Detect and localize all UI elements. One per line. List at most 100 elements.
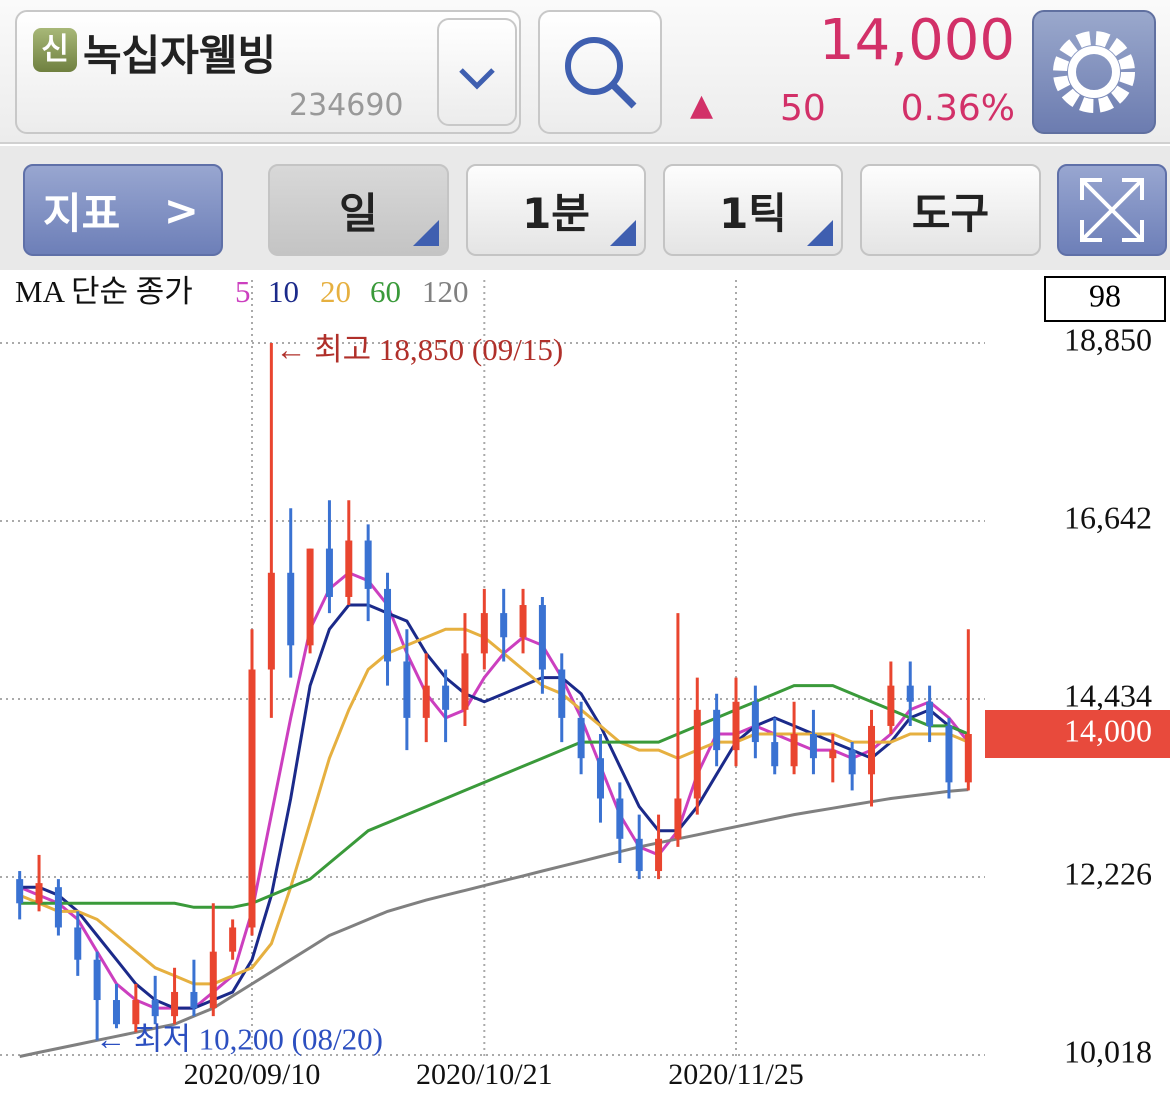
expand-button[interactable]	[1057, 164, 1167, 256]
corner-triangle	[610, 220, 636, 246]
candle-body	[190, 991, 198, 1009]
y-tick-label: 14,434	[1064, 677, 1152, 713]
search-button[interactable]	[538, 10, 662, 134]
candle-body	[655, 838, 663, 872]
y-tick-label: 10,018	[1064, 1033, 1152, 1069]
legend-item: 5	[235, 274, 251, 309]
change-arrow: ▲	[690, 88, 714, 123]
stock-selector[interactable]: 신 녹십자웰빙 234690	[15, 10, 521, 134]
indicator-button[interactable]: 지표 >	[23, 164, 223, 256]
tools-button[interactable]: 도구	[860, 164, 1041, 256]
candle-body	[848, 750, 856, 775]
candle-body	[442, 685, 450, 710]
candle-body	[713, 709, 721, 751]
candle-body	[732, 701, 740, 751]
toolbar: 지표 > 일 1분 1틱 도구	[0, 146, 1170, 270]
candle-body	[461, 653, 469, 710]
candle-body	[596, 758, 604, 799]
x-tick-label: 2020/09/10	[184, 1058, 321, 1091]
candle-body	[771, 742, 779, 767]
stock-name: 녹십자웰빙	[83, 31, 277, 80]
candle-body	[635, 838, 643, 872]
candle-body	[751, 701, 759, 743]
legend-title: MA 단순 종가	[15, 274, 193, 309]
corner-triangle	[807, 220, 833, 246]
candle-body	[616, 798, 624, 839]
dropdown-button[interactable]	[437, 18, 517, 126]
legend-item: 120	[422, 274, 469, 309]
candle-body	[16, 879, 24, 904]
candle-body	[112, 1000, 120, 1025]
legend-item: 10	[268, 274, 299, 309]
candle-body	[54, 887, 62, 928]
candle-body	[809, 734, 817, 759]
candle-body	[171, 991, 179, 1017]
legend-item: 60	[370, 274, 401, 309]
change: 50	[780, 88, 826, 129]
low-annotation: ← 최저 10,200 (08/20)	[95, 1021, 383, 1056]
candle-body	[926, 701, 934, 726]
price: 14,000	[819, 8, 1015, 73]
change-percent: 0.36%	[900, 88, 1015, 129]
candle-body	[248, 669, 256, 928]
minute-button[interactable]: 1분	[466, 164, 646, 256]
expand-icon	[1080, 178, 1144, 242]
tools-label: 도구	[911, 188, 990, 238]
candle-body	[480, 613, 488, 654]
period-label: 일	[339, 188, 378, 238]
candle-body	[287, 572, 295, 646]
legend-item: 20	[320, 274, 351, 309]
y-tick-label: 18,850	[1064, 321, 1152, 357]
indicator-label: 지표	[43, 188, 121, 238]
badge-box	[1044, 276, 1166, 322]
candle-body	[868, 725, 876, 775]
badge: 98	[1089, 277, 1121, 313]
candle-body	[151, 1000, 159, 1017]
candle-body	[964, 734, 972, 783]
chart: 98 MA 단순 종가 10,018 12,226 14,434 16,642 18,8…	[0, 274, 1170, 1091]
price-tag-label: 14,000	[1064, 712, 1152, 748]
tick-button[interactable]: 1틱	[663, 164, 843, 256]
candle-body	[93, 959, 101, 1001]
y-tick-label: 12,226	[1064, 855, 1152, 891]
candle-body	[693, 709, 701, 799]
period-button[interactable]: 일	[268, 164, 449, 256]
gear-icon	[1053, 31, 1135, 113]
candle-body	[577, 717, 585, 759]
candle-body	[674, 798, 682, 839]
candle-body	[790, 734, 798, 767]
chevron: >	[163, 185, 199, 235]
header: 신 녹십자웰빙 234690 14,000 ▲ 50 0.36%	[0, 0, 1170, 144]
badge: 신	[33, 28, 77, 72]
candle-body	[209, 951, 217, 1009]
settings-button[interactable]	[1032, 10, 1156, 134]
ma-line	[19, 788, 969, 1058]
candle-body	[267, 572, 275, 670]
search-icon	[565, 37, 637, 109]
price-tag	[985, 710, 1170, 759]
candle-body	[829, 750, 837, 759]
candle-body	[500, 613, 508, 638]
candle-body	[945, 725, 953, 783]
candle-body	[906, 685, 914, 702]
ma-line	[19, 684, 969, 909]
candle-body	[229, 927, 237, 952]
tick-label: 1틱	[719, 188, 787, 238]
minute-label: 1분	[522, 188, 590, 238]
ma-line	[19, 571, 970, 1010]
candle-body	[403, 661, 411, 718]
candle-body	[306, 548, 314, 646]
candle-body	[887, 685, 895, 726]
chevron-icon	[459, 68, 495, 90]
y-tick-label: 16,642	[1064, 499, 1152, 535]
candle-body	[345, 540, 353, 597]
candle-body	[364, 540, 372, 589]
stock-code: 234690	[289, 88, 404, 123]
candle-body	[384, 588, 392, 662]
candle-body	[74, 927, 82, 960]
candle-body	[132, 1000, 140, 1025]
x-tick-label: 2020/10/21	[416, 1058, 553, 1091]
x-tick-label: 2020/11/25	[668, 1058, 804, 1091]
candle-body	[558, 669, 566, 718]
